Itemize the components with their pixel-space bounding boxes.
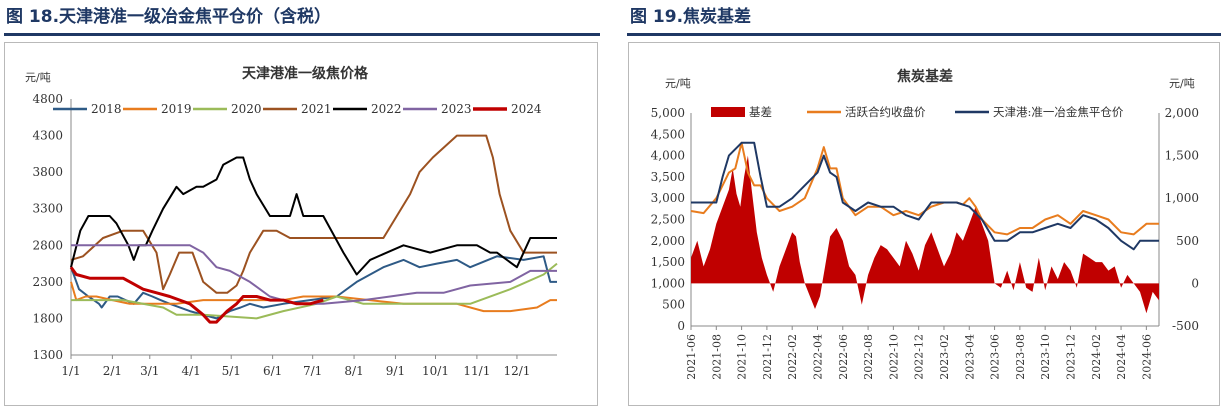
legend-label-2018: 2018 xyxy=(91,102,122,116)
figure-left-title: 图 18.天津港准一级冶金焦平仓价（含税） xyxy=(6,7,332,27)
legend-label-1: 活跃合约收盘价 xyxy=(845,105,926,119)
x-tick-label-16: 2024-02 xyxy=(1090,334,1103,380)
left-tick-label-10: 5,000 xyxy=(651,106,685,120)
right-chart-panel: 焦炭基差元/吨 元/吨 0 500 1,000 1,500 2,000 2,500 3,000 3… xyxy=(628,42,1220,406)
left-tick-label-1: 500 xyxy=(662,298,685,312)
x-tick-label-12: 2023-06 xyxy=(989,334,1002,380)
left-chart-panel: 天津港准一级焦价格 元/吨 1300 1800 2300 2800 3300 3800 4300… xyxy=(4,42,598,406)
x-tick-label-4: 5/1 xyxy=(222,364,241,378)
x-tick-label-5: 6/1 xyxy=(263,364,282,378)
x-tick-label-2: 2021-10 xyxy=(736,334,749,380)
figure-right-title: 图 19.焦炭基差 xyxy=(630,7,752,27)
legend-label-2020: 2020 xyxy=(231,102,262,116)
series-line-2 xyxy=(691,141,1159,251)
left-tick-label-5: 2,500 xyxy=(651,213,685,227)
x-tick-label-4: 2022-02 xyxy=(786,334,799,380)
left-tick-label-8: 4,000 xyxy=(651,149,685,163)
right-tick-label-1: 0 xyxy=(1191,276,1199,290)
x-tick-label-11: 2023-04 xyxy=(963,334,976,380)
x-tick-label-1: 2021-08 xyxy=(710,334,723,380)
y-tick-label-0: 1300 xyxy=(32,348,63,362)
series-line-2022 xyxy=(70,156,557,276)
right-tick-label-3: 1,000 xyxy=(1165,191,1199,205)
series-line-2023 xyxy=(71,244,557,305)
y-tick-label-1: 1800 xyxy=(32,311,63,325)
x-tick-label-3: 2021-12 xyxy=(761,334,774,380)
x-tick-label-15: 2023-12 xyxy=(1064,334,1077,380)
legend-label-0: 基差 xyxy=(749,105,772,119)
right-tick-label-5: 2,000 xyxy=(1165,106,1199,120)
series-line-2021 xyxy=(70,134,557,294)
x-tick-label-6: 2022-06 xyxy=(837,334,850,380)
x-tick-label-0: 2021-06 xyxy=(685,334,698,380)
y-tick-label-4: 3300 xyxy=(32,202,63,216)
x-tick-label-18: 2024-06 xyxy=(1140,334,1153,380)
right-axis-unit: 元/吨 xyxy=(1169,77,1195,90)
x-tick-label-17: 2024-04 xyxy=(1115,334,1128,380)
legend-label-2021: 2021 xyxy=(301,102,332,116)
x-tick-label-10: 11/1 xyxy=(463,364,490,378)
left-title-rule xyxy=(4,33,600,36)
left-axis-unit: 元/吨 xyxy=(665,77,691,90)
x-tick-label-5: 2022-04 xyxy=(811,334,824,380)
x-tick-label-6: 7/1 xyxy=(303,364,322,378)
right-tick-label-2: 500 xyxy=(1176,234,1199,248)
y-tick-label-7: 4800 xyxy=(32,92,63,106)
right-title-rule xyxy=(627,33,1221,36)
left-tick-label-4: 2,000 xyxy=(651,234,685,248)
x-tick-label-8: 2022-10 xyxy=(887,334,900,380)
y-axis-unit: 元/吨 xyxy=(25,71,51,84)
left-chart-svg: 天津港准一级焦价格 元/吨 1300 1800 2300 2800 3300 3800 4300… xyxy=(25,65,558,378)
left-tick-label-9: 4,500 xyxy=(651,127,685,141)
series-area-basis xyxy=(691,155,1159,314)
series-line-2019 xyxy=(70,281,557,313)
left-tick-label-2: 1,000 xyxy=(651,276,685,290)
left-tick-label-0: 0 xyxy=(677,319,685,333)
series-line-2018 xyxy=(70,255,557,320)
right-tick-label-4: 1,500 xyxy=(1165,149,1199,163)
chart-title: 焦炭基差 xyxy=(896,68,953,85)
legend-label-2023: 2023 xyxy=(441,102,472,116)
x-tick-label-13: 2023-08 xyxy=(1014,334,1027,380)
x-tick-label-1: 2/1 xyxy=(103,364,122,378)
series-line-2024 xyxy=(69,266,324,324)
x-tick-label-7: 8/1 xyxy=(344,364,363,378)
left-tick-label-3: 1,500 xyxy=(651,255,685,269)
legend-swatch-0 xyxy=(711,107,745,117)
x-tick-label-8: 9/1 xyxy=(386,364,405,378)
x-tick-label-0: 1/1 xyxy=(61,364,80,378)
y-tick-label-2: 2300 xyxy=(32,275,63,289)
x-tick-label-9: 2022-12 xyxy=(913,334,926,380)
y-tick-label-5: 3800 xyxy=(32,165,63,179)
x-tick-label-9: 10/1 xyxy=(422,364,449,378)
legend-label-2019: 2019 xyxy=(161,102,192,116)
legend-label-2022: 2022 xyxy=(371,102,402,116)
right-tick-label-0: -500 xyxy=(1172,319,1199,333)
left-tick-label-6: 3,000 xyxy=(651,191,685,205)
x-tick-label-10: 2023-02 xyxy=(938,334,951,380)
x-tick-label-2: 3/1 xyxy=(140,364,159,378)
x-tick-label-14: 2023-10 xyxy=(1039,334,1052,380)
series-line-1 xyxy=(690,141,1159,236)
x-tick-label-7: 2022-08 xyxy=(862,334,875,380)
y-tick-label-6: 4300 xyxy=(32,129,63,143)
x-tick-label-3: 4/1 xyxy=(182,364,201,378)
left-tick-label-7: 3,500 xyxy=(651,170,685,184)
legend-label-2: 天津港:准一冶金焦平仓价 xyxy=(993,105,1124,119)
legend-label-2024: 2024 xyxy=(511,102,542,116)
y-tick-label-3: 2800 xyxy=(32,238,63,252)
chart-title: 天津港准一级焦价格 xyxy=(242,65,369,82)
x-tick-label-11: 12/1 xyxy=(503,364,530,378)
